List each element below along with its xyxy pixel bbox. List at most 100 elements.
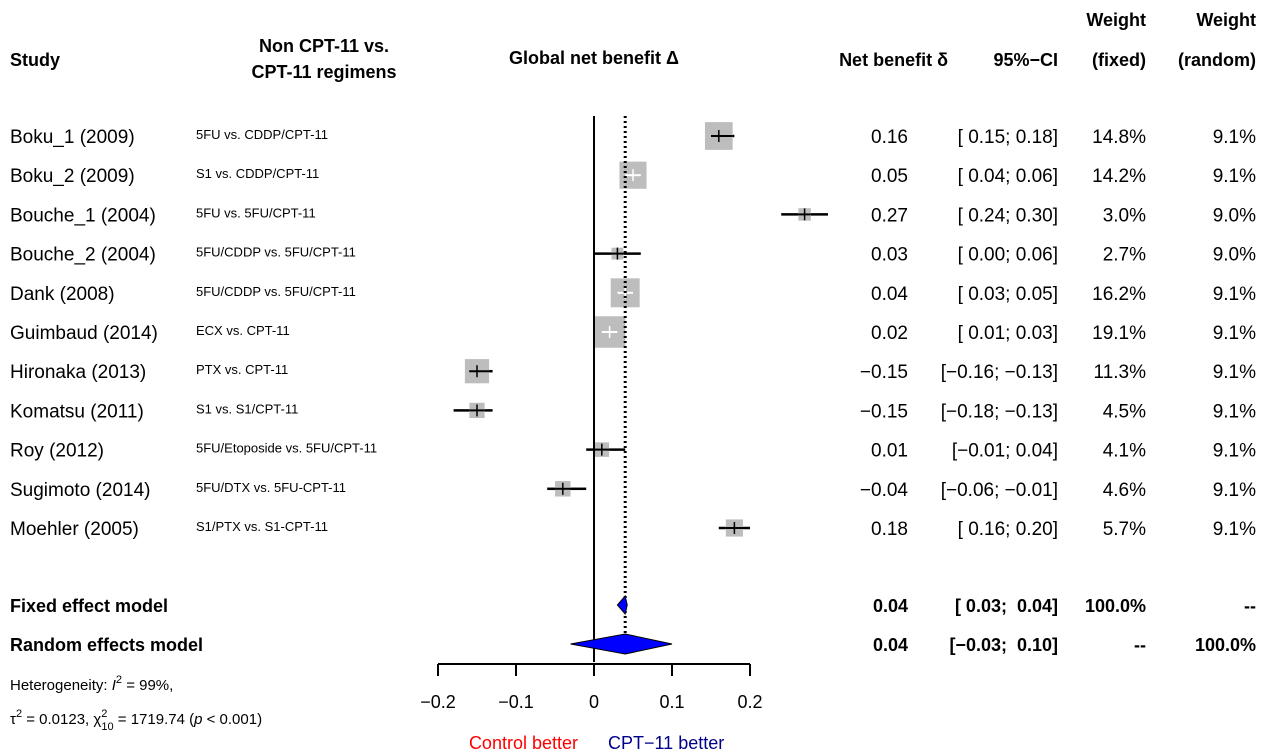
random-model-weight-random: 100.0% (1195, 635, 1256, 655)
study-name: Boku_1 (2009) (10, 127, 135, 148)
x-axis-tick-label: 0.1 (659, 692, 684, 712)
study-ci: [ 0.03; 0.05] (958, 284, 1058, 305)
study-regimen: 5FU/Etoposide vs. 5FU/CPT-11 (196, 441, 377, 456)
study-weight-fixed: 11.3% (1094, 362, 1147, 383)
study-weight-fixed: 14.2% (1092, 166, 1146, 187)
study-weight-random: 9.1% (1213, 284, 1256, 305)
study-weight-fixed: 3.0% (1103, 205, 1146, 226)
header-ci: 95%−CI (993, 50, 1058, 70)
random-model-weight-fixed: -- (1134, 635, 1146, 655)
study-weight-fixed: 5.7% (1103, 519, 1146, 540)
het-p-symbol: p (193, 711, 202, 728)
study-name: Dank (2008) (10, 284, 115, 305)
study-regimen: 5FU/CDDP vs. 5FU/CPT-11 (196, 245, 356, 260)
x-axis: −0.2 −0.1 0 0.1 0.2 (420, 663, 763, 712)
study-ci: [ 0.24; 0.30] (958, 205, 1058, 226)
header-regimen-line1: Non CPT-11 vs. (259, 36, 389, 56)
study-ci: [ 0.15; 0.18] (958, 127, 1058, 148)
study-estimate: 0.16 (871, 127, 908, 148)
study-name: Bouche_2 (2004) (10, 245, 156, 266)
random-model-estimate: 0.04 (873, 635, 908, 655)
study-weight-random: 9.1% (1213, 362, 1256, 383)
footer-cpt11-better: CPT−11 better (608, 733, 724, 753)
study-weight-random: 9.1% (1213, 166, 1256, 187)
study-estimate: −0.15 (860, 401, 908, 422)
random-model-ci: [−0.03; 0.10] (949, 635, 1058, 655)
study-weight-random: 9.0% (1213, 245, 1256, 266)
study-regimen: S1/PTX vs. S1-CPT-11 (196, 519, 328, 534)
header-weight-fixed-line1: Weight (1086, 10, 1146, 30)
study-row: Roy (2012) 5FU/Etoposide vs. 5FU/CPT-11 0.… (10, 441, 1256, 462)
study-weight-fixed: 4.6% (1103, 480, 1146, 501)
study-name: Hironaka (2013) (10, 362, 146, 383)
summary-rows: Fixed effect model 0.04 [ 0.03; 0.04] 10… (10, 594, 1256, 655)
study-row: Dank (2008) 5FU/CDDP vs. 5FU/CPT-11 0.04 [ … (10, 278, 1256, 308)
het-tau-sup: 2 (16, 708, 22, 720)
fixed-effect-diamond (616, 594, 628, 616)
header-estimate: Net benefit δ (839, 50, 948, 70)
study-regimen: 5FU vs. CDDP/CPT-11 (196, 127, 328, 142)
study-name: Sugimoto (2014) (10, 480, 150, 501)
study-row: Hironaka (2013) PTX vs. CPT-11 −0.15 [−0.16… (10, 359, 1256, 384)
fixed-model-ci: [ 0.03; 0.04] (955, 596, 1058, 616)
study-regimen: ECX vs. CPT-11 (196, 323, 290, 338)
footer-control-better: Control better (469, 733, 578, 753)
x-axis-tick-label: 0 (589, 692, 599, 712)
study-estimate: 0.04 (871, 284, 908, 305)
study-weight-fixed: 16.2% (1092, 284, 1146, 305)
x-axis-tick-label: −0.2 (420, 692, 456, 712)
het-chi-symbol: χ (93, 711, 101, 728)
study-regimen: 5FU/CDDP vs. 5FU/CPT-11 (196, 284, 356, 299)
study-weight-fixed: 2.7% (1103, 245, 1146, 266)
het-tau-value: = 0.0123, (22, 711, 93, 728)
study-name: Roy (2012) (10, 441, 104, 462)
heterogeneity-line1: Heterogeneity: I2 = 99%, (10, 674, 173, 694)
study-ci: [ 0.01; 0.03] (958, 323, 1058, 344)
heterogeneity-stats: Heterogeneity: I2 = 99%, τ2 = 0.0123, χ2… (10, 674, 262, 733)
study-ci: [ 0.00; 0.06] (958, 245, 1058, 266)
study-ci: [−0.18; −0.13] (941, 401, 1058, 422)
study-estimate: 0.27 (871, 205, 908, 226)
x-axis-tick-label: 0.2 (737, 692, 762, 712)
study-estimate: −0.15 (860, 362, 908, 383)
column-headers: Study Non CPT-11 vs. CPT-11 regimens Glo… (10, 10, 1256, 82)
fixed-model-estimate: 0.04 (873, 596, 908, 616)
header-weight-random-line2: (random) (1178, 50, 1256, 70)
study-row: Moehler (2005) S1/PTX vs. S1-CPT-11 0.18 [ … (10, 519, 1256, 540)
study-row: Boku_1 (2009) 5FU vs. CDDP/CPT-11 0.16 [ 0.… (10, 122, 1256, 150)
study-estimate: 0.01 (871, 441, 908, 462)
heterogeneity-line2: τ2 = 0.0123, χ2 10 = 1719.74 (p < 0.001) (10, 708, 262, 733)
study-weight-random: 9.0% (1213, 205, 1256, 226)
het-chi-sub: 10 (101, 721, 113, 733)
header-effect: Global net benefit Δ (509, 48, 679, 68)
study-estimate: 0.03 (871, 245, 908, 266)
study-name: Moehler (2005) (10, 519, 139, 540)
study-ci: [−0.16; −0.13] (941, 362, 1058, 383)
study-weight-random: 9.1% (1213, 401, 1256, 422)
study-regimen: S1 vs. CDDP/CPT-11 (196, 166, 319, 181)
study-weight-random: 9.1% (1213, 323, 1256, 344)
study-row: Guimbaud (2014) ECX vs. CPT-11 0.02 [ 0.01;… (10, 316, 1256, 348)
study-ci: [ 0.16; 0.20] (958, 519, 1058, 540)
fixed-model-weight-fixed: 100.0% (1085, 596, 1146, 616)
het-i2-symbol: I (112, 677, 116, 694)
study-row: Bouche_1 (2004) 5FU vs. 5FU/CPT-11 0.27 [ 0… (10, 205, 1256, 226)
study-regimen: 5FU vs. 5FU/CPT-11 (196, 205, 316, 220)
study-regimen: S1 vs. S1/CPT-11 (196, 401, 298, 416)
het-i2-value: = 99%, (122, 677, 173, 694)
header-weight-random-line1: Weight (1196, 10, 1256, 30)
study-row: Komatsu (2011) S1 vs. S1/CPT-11 −0.15 [−0.1… (10, 401, 1256, 422)
study-ci: [ 0.04; 0.06] (958, 166, 1058, 187)
study-weight-random: 9.1% (1213, 441, 1256, 462)
study-row: Boku_2 (2009) S1 vs. CDDP/CPT-11 0.05 [ 0.0… (10, 161, 1256, 189)
header-regimen-line2: CPT-11 regimens (251, 62, 396, 82)
study-ci: [−0.01; 0.04] (952, 441, 1058, 462)
study-rows: Boku_1 (2009) 5FU vs. CDDP/CPT-11 0.16 [ 0.… (10, 122, 1256, 540)
study-weight-random: 9.1% (1213, 480, 1256, 501)
study-ci: [−0.06; −0.01] (941, 480, 1058, 501)
study-regimen: PTX vs. CPT-11 (196, 362, 288, 377)
study-weight-random: 9.1% (1213, 519, 1256, 540)
study-weight-fixed: 4.1% (1103, 441, 1146, 462)
fixed-model-weight-random: -- (1244, 596, 1256, 616)
study-name: Boku_2 (2009) (10, 166, 135, 187)
